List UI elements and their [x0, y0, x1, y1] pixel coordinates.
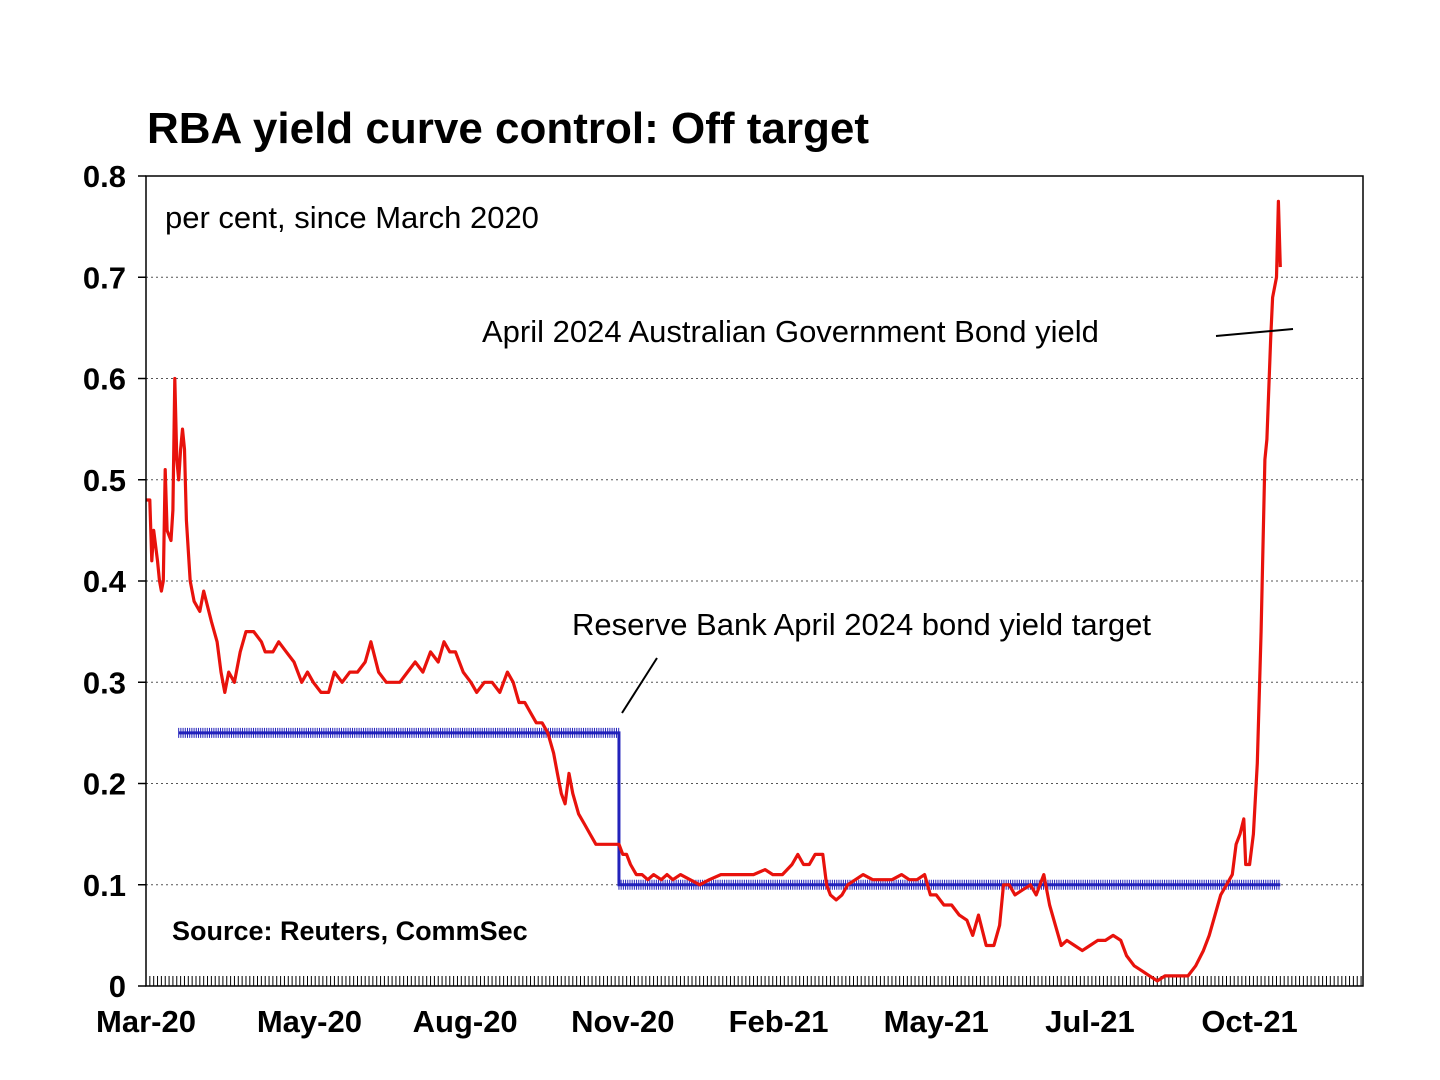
- bond-yield-annotation-leader: [1215, 328, 1294, 337]
- y-tick-label: 0.4: [83, 564, 127, 599]
- target-series: [178, 727, 1281, 890]
- x-tick-label: Aug-20: [413, 1004, 518, 1039]
- y-tick-label: 0.3: [83, 665, 126, 700]
- x-tick-label: May-20: [257, 1004, 362, 1039]
- y-axis-labels: 0 0.1 0.2 0.3 0.4 0.5 0.6 0.7 0.8: [83, 159, 127, 1004]
- gridlines: [146, 276, 1363, 886]
- chart-subtitle: per cent, since March 2020: [165, 200, 539, 235]
- y-tick-label: 0.2: [83, 767, 126, 802]
- y-tick-label: 0.5: [83, 463, 126, 498]
- y-tick-label: 0.7: [83, 260, 126, 295]
- x-axis-labels: Mar-20 May-20 Aug-20 Nov-20 Feb-21 May-21 Jul-…: [96, 1004, 1298, 1039]
- target-annotation: Reserve Bank April 2024 bond yield targe…: [572, 607, 1151, 642]
- series-layer: [146, 199, 1282, 983]
- y-tick-label: 0.6: [83, 362, 126, 397]
- x-tick-label: Feb-21: [729, 1004, 829, 1039]
- plot-frame: [145, 175, 1364, 987]
- bond-yield-line: [146, 199, 1282, 983]
- target-line: [178, 731, 1281, 887]
- target-annotation-leader: [621, 657, 658, 714]
- x-tick-label: Oct-21: [1201, 1004, 1297, 1039]
- y-tick-label: 0: [109, 969, 126, 1004]
- source-note: Source: Reuters, CommSec: [172, 916, 528, 946]
- y-tick-label: 0.8: [83, 159, 126, 194]
- y-axis-ticks: [138, 175, 146, 987]
- x-tick-label: Jul-21: [1045, 1004, 1135, 1039]
- y-tick-label: 0.1: [83, 868, 126, 903]
- bond-yield-annotation: April 2024 Australian Government Bond yi…: [482, 314, 1099, 349]
- chart-title: RBA yield curve control: Off target: [147, 104, 870, 153]
- x-tick-label: Mar-20: [96, 1004, 196, 1039]
- x-tick-label: May-21: [884, 1004, 989, 1039]
- x-tick-label: Nov-20: [571, 1004, 674, 1039]
